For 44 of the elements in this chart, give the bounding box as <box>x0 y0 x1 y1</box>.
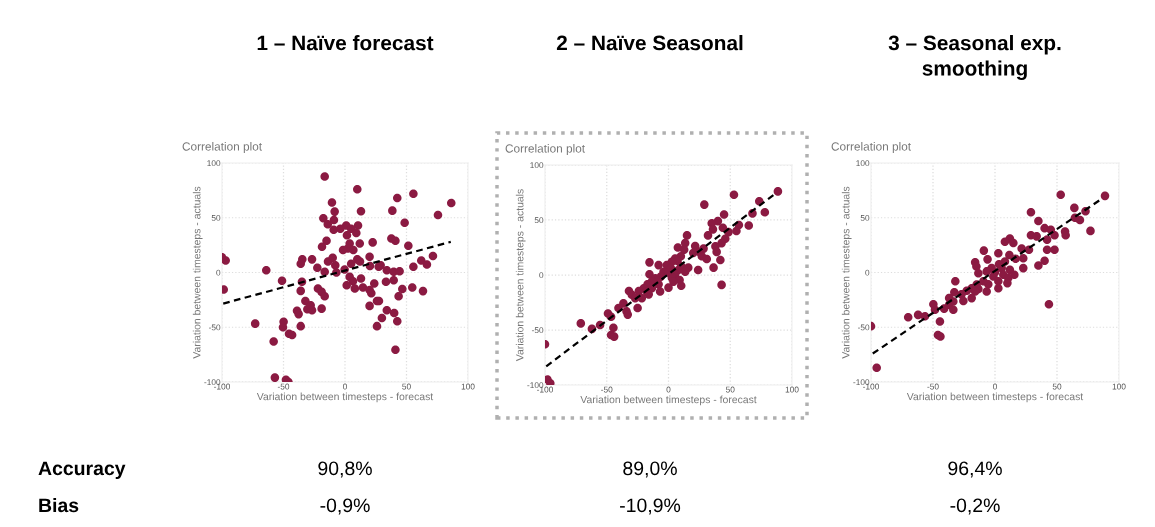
y-tick-label: -50 <box>208 324 221 331</box>
text: 89,0% <box>623 461 677 478</box>
text: 90,8% <box>318 461 372 478</box>
x-tick-label: 50 <box>402 383 411 390</box>
y-axis-title: Variation between timesteps - actuals <box>515 189 526 362</box>
x-tick-label: 0 <box>343 383 347 390</box>
y-tick-label: 100 <box>207 160 221 167</box>
x-axis-title: Variation between timesteps - forecast <box>256 392 434 403</box>
chart-subtitle: Correlation plot <box>831 142 911 153</box>
y-tick-label: 0 <box>865 269 870 276</box>
y-tick-label: 0 <box>539 272 544 279</box>
y-axis-title: Variation between timesteps - actuals <box>841 186 852 359</box>
x-tick-label: 50 <box>725 386 735 393</box>
x-axis-title: Variation between timesteps - forecast <box>906 392 1084 403</box>
text: 96,4% <box>948 461 1002 478</box>
x-tick-label: 50 <box>1052 383 1062 390</box>
x-tick-label: 100 <box>461 383 475 390</box>
chart-title: 2 – Naïve Seasonal <box>556 35 743 51</box>
x-tick-label: -50 <box>927 383 939 390</box>
y-tick-label: -50 <box>857 324 870 331</box>
chart-title: 1 – Naïve forecast <box>257 35 434 51</box>
x-tick-label: 0 <box>993 383 997 390</box>
x-axis-title: Variation between timesteps - forecast <box>580 395 757 406</box>
y-tick-label: 50 <box>860 214 870 221</box>
y-tick-label: 100 <box>856 160 870 167</box>
x-tick-label: -50 <box>601 386 613 393</box>
text: -0,9% <box>320 498 370 515</box>
y-tick-label: -50 <box>531 327 544 334</box>
y-tick-label: 100 <box>530 162 544 169</box>
x-tick-label: 100 <box>1112 383 1126 390</box>
chart-subtitle: Correlation plot <box>182 142 262 153</box>
y-tick-label: 50 <box>534 217 544 224</box>
chart-subtitle: Correlation plot <box>505 144 585 155</box>
x-tick-label: -50 <box>277 383 290 390</box>
text: -10,9% <box>620 498 681 515</box>
text: Accuracy <box>38 461 126 480</box>
chart-title: 3 – Seasonal exp. smoothing <box>888 35 1061 80</box>
text: Bias <box>39 497 79 513</box>
y-tick-label: 50 <box>211 214 221 221</box>
x-tick-label: 0 <box>666 386 671 393</box>
x-tick-label: 100 <box>785 386 799 393</box>
y-axis-title: Variation between timesteps - actuals <box>192 186 203 359</box>
y-tick-label: 0 <box>216 269 221 276</box>
text: -0,2% <box>950 498 1000 515</box>
